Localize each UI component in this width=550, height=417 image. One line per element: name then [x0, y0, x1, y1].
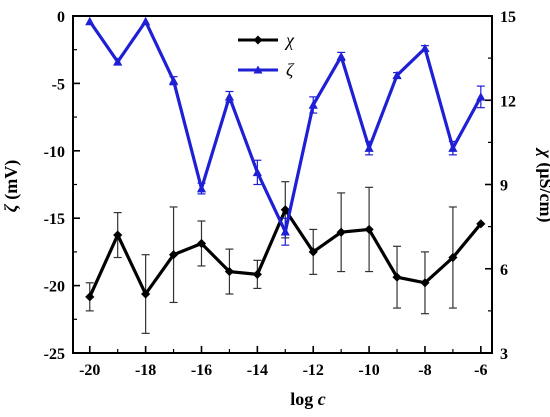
- x-tick-label: -14: [247, 362, 268, 379]
- data-point: [196, 238, 207, 249]
- y-right-tick-label: 15: [500, 9, 516, 26]
- x-tick-label: -12: [303, 362, 324, 379]
- data-point: [364, 143, 374, 152]
- legend-marker-chi: [253, 35, 263, 45]
- data-point: [141, 289, 151, 299]
- legend-entry-zeta: ζ: [238, 60, 295, 80]
- data-point: [168, 76, 179, 85]
- y-left-tick-label: -25: [44, 346, 65, 363]
- data-point: [168, 250, 179, 260]
- plot-content: [85, 16, 486, 334]
- x-tick-label: -20: [79, 362, 100, 379]
- y-left-tick-label: -15: [44, 211, 65, 228]
- data-point: [224, 92, 235, 101]
- data-point: [392, 70, 402, 80]
- data-point: [336, 51, 346, 61]
- legend-entry-chi: χ: [238, 30, 295, 50]
- data-point: [280, 227, 290, 236]
- y-left-tick-label: -5: [52, 76, 65, 93]
- legend-label-chi: χ: [284, 30, 295, 50]
- y-right-tick-label: 3: [500, 346, 508, 363]
- data-point: [308, 100, 318, 109]
- data-point: [476, 92, 486, 101]
- x-tick-label: -18: [135, 362, 156, 379]
- y-left-tick-label: -20: [44, 279, 65, 296]
- y-axis-left-title: ζ (mV): [1, 160, 22, 212]
- legend-marker-zeta: [253, 65, 263, 74]
- data-point: [113, 230, 123, 240]
- x-tick-label: -6: [474, 362, 487, 379]
- y-left-tick-label: 0: [57, 9, 65, 26]
- data-point: [364, 224, 374, 235]
- data-point: [448, 252, 458, 263]
- data-point: [476, 219, 486, 229]
- data-point: [252, 269, 262, 279]
- y-right-tick-label: 12: [500, 93, 516, 110]
- data-point: [308, 247, 318, 257]
- y-left-tick-label: -10: [44, 144, 65, 161]
- x-tick-label: -16: [191, 362, 212, 379]
- x-tick-label: -8: [418, 362, 431, 379]
- data-point: [280, 205, 290, 215]
- data-point: [141, 16, 151, 26]
- tick-labels: -20 -18 -16 -14 -12 -10 -8 -6 0 -5 -10 -15 -20 -25 15 1…: [44, 9, 516, 379]
- y-right-tick-label: 9: [500, 178, 508, 195]
- data-point: [85, 16, 95, 26]
- x-axis-title: log c: [290, 389, 326, 409]
- series-1: [85, 16, 486, 246]
- y-axis-right-title: χ (μS/cm): [535, 146, 550, 222]
- data-point: [336, 227, 346, 237]
- data-point: [196, 183, 207, 193]
- ticks: [73, 15, 492, 354]
- data-point: [420, 43, 430, 53]
- data-point: [392, 272, 402, 282]
- data-point: [252, 167, 262, 177]
- data-point: [224, 266, 235, 277]
- data-point: [113, 57, 123, 66]
- x-tick-label: -10: [358, 362, 379, 379]
- data-point: [85, 292, 95, 302]
- data-point: [448, 143, 458, 152]
- legend: χ ζ: [238, 30, 295, 80]
- legend-label-zeta: ζ: [286, 60, 295, 80]
- data-point: [420, 278, 430, 288]
- series-0: [85, 181, 486, 334]
- y-right-tick-label: 6: [500, 262, 508, 279]
